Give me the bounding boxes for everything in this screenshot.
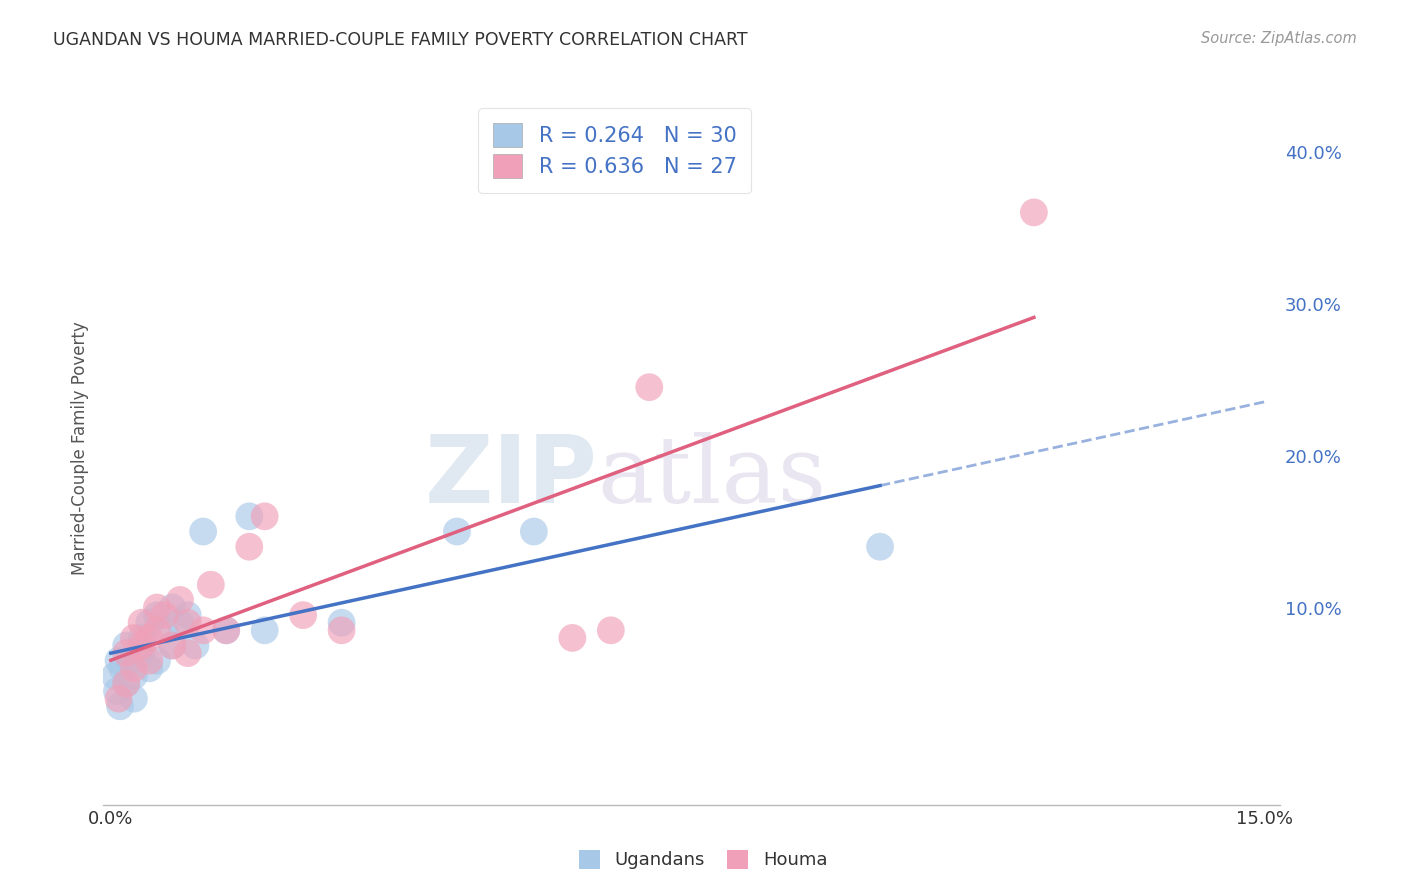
Point	[115, 676, 138, 690]
Point	[1022, 205, 1045, 219]
Point	[115, 639, 138, 653]
Point	[104, 669, 127, 683]
Point	[215, 624, 238, 638]
Point	[122, 669, 145, 683]
Point	[200, 578, 222, 592]
Point	[169, 593, 191, 607]
Point	[131, 646, 153, 660]
Point	[330, 624, 353, 638]
Point	[107, 691, 129, 706]
Point	[177, 615, 200, 630]
Point	[111, 661, 134, 675]
Point	[238, 509, 260, 524]
Y-axis label: Married-Couple Family Poverty: Married-Couple Family Poverty	[72, 321, 89, 574]
Point	[146, 600, 169, 615]
Point	[122, 691, 145, 706]
Point	[599, 624, 621, 638]
Point	[115, 646, 138, 660]
Point	[108, 699, 131, 714]
Point	[177, 608, 200, 623]
Point	[115, 676, 138, 690]
Point	[146, 654, 169, 668]
Point	[138, 654, 160, 668]
Point	[561, 631, 583, 645]
Point	[138, 631, 160, 645]
Point	[153, 608, 176, 623]
Point	[162, 639, 184, 653]
Legend: R = 0.264   N = 30, R = 0.636   N = 27: R = 0.264 N = 30, R = 0.636 N = 27	[478, 109, 751, 193]
Point	[162, 600, 184, 615]
Point	[131, 639, 153, 653]
Point	[122, 661, 145, 675]
Point	[131, 631, 153, 645]
Point	[191, 524, 214, 539]
Point	[238, 540, 260, 554]
Text: ZIP: ZIP	[425, 431, 598, 523]
Point	[177, 646, 200, 660]
Point	[446, 524, 468, 539]
Point	[162, 639, 184, 653]
Point	[105, 684, 128, 698]
Point	[292, 608, 315, 623]
Point	[169, 615, 191, 630]
Point	[118, 654, 141, 668]
Point	[184, 639, 207, 653]
Text: atlas: atlas	[598, 432, 827, 522]
Point	[191, 624, 214, 638]
Point	[330, 615, 353, 630]
Point	[122, 631, 145, 645]
Text: Source: ZipAtlas.com: Source: ZipAtlas.com	[1201, 31, 1357, 46]
Point	[253, 509, 276, 524]
Point	[215, 624, 238, 638]
Point	[146, 624, 169, 638]
Point	[131, 615, 153, 630]
Point	[253, 624, 276, 638]
Point	[869, 540, 891, 554]
Point	[146, 608, 169, 623]
Point	[107, 654, 129, 668]
Point	[138, 615, 160, 630]
Legend: Ugandans, Houma: Ugandans, Houma	[569, 841, 837, 879]
Point	[153, 624, 176, 638]
Text: UGANDAN VS HOUMA MARRIED-COUPLE FAMILY POVERTY CORRELATION CHART: UGANDAN VS HOUMA MARRIED-COUPLE FAMILY P…	[53, 31, 748, 49]
Point	[523, 524, 546, 539]
Point	[638, 380, 661, 394]
Point	[138, 661, 160, 675]
